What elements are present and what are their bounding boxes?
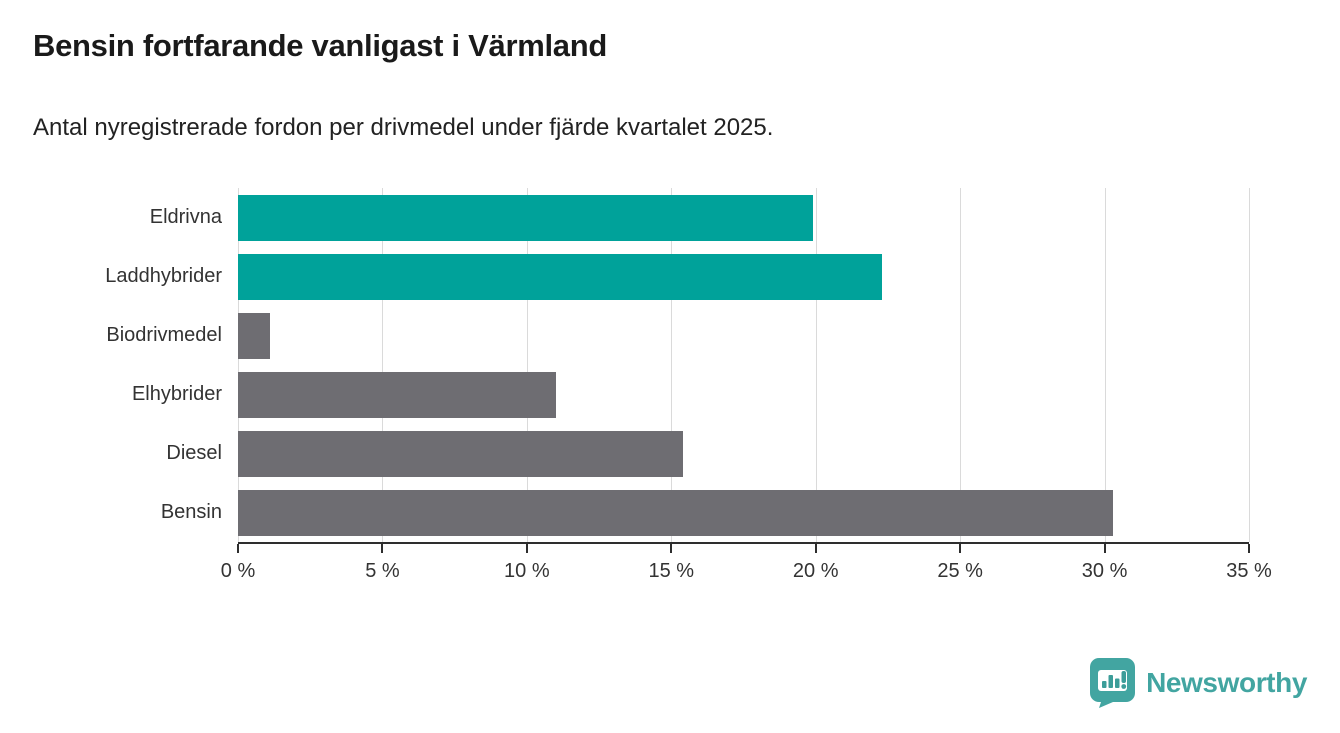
bar-elhybrider — [238, 371, 556, 418]
bar-laddhybrider — [238, 253, 883, 300]
category-label-elhybrider: Elhybrider — [131, 383, 222, 405]
plot-area — [238, 188, 1250, 542]
x-tick-label-5: 5 % — [365, 560, 400, 582]
gridline-15 — [671, 188, 673, 542]
bar-chart: Eldrivna Laddhybrider Biodrivmedel Elhybrid… — [0, 188, 1340, 542]
x-tick-5 — [381, 544, 384, 553]
gridline-20 — [815, 188, 817, 542]
x-tick-10 — [525, 544, 528, 553]
newsworthy-wordmark: Newsworthy — [1146, 667, 1307, 698]
x-tick-35 — [1248, 544, 1250, 553]
gridline-30 — [1104, 188, 1106, 542]
logo-bar-1 — [1102, 681, 1107, 688]
gridline-5 — [382, 188, 384, 542]
x-tick-label-30: 30 % — [1081, 560, 1128, 582]
x-axis: 0 % 5 % 10 % 15 % 20 % 25 % 30 % 35 % — [221, 542, 1272, 596]
bar-row-diesel — [238, 424, 1249, 483]
category-label-laddhybrider: Laddhybrider — [105, 265, 222, 287]
bar-row-biodrivmedel — [238, 306, 1249, 365]
logo-bar-3 — [1115, 678, 1120, 688]
x-tick-label-15: 15 % — [648, 560, 695, 582]
x-tick-label-10: 10 % — [504, 560, 550, 582]
logo-exclamation-stroke — [1121, 671, 1127, 683]
page-title: Bensin fortfarande vanligast i Värmland — [33, 28, 608, 63]
logo-bar-2 — [1108, 675, 1114, 688]
bar-row-eldrivna — [238, 188, 1249, 247]
gridline-10 — [526, 188, 528, 542]
x-tick-25 — [959, 544, 962, 553]
bar-row-elhybrider — [238, 365, 1249, 424]
x-tick-0 — [237, 544, 239, 553]
category-axis-labels: Eldrivna Laddhybrider Biodrivmedel Elhybrid… — [0, 188, 238, 542]
bar-eldrivna — [238, 194, 813, 241]
x-tick-label-35: 35 % — [1226, 560, 1272, 582]
x-tick-15 — [670, 544, 673, 553]
gridline-35 — [1249, 188, 1250, 542]
x-tick-label-0: 0 % — [220, 560, 256, 582]
x-tick-label-25: 25 % — [937, 560, 983, 582]
bar-row-bensin — [238, 483, 1249, 542]
x-tick-20 — [814, 544, 817, 553]
bar-bensin — [238, 489, 1114, 536]
category-label-bensin: Bensin — [160, 501, 222, 523]
x-tick-30 — [1103, 544, 1106, 553]
bar-row-laddhybrider — [238, 247, 1249, 306]
newsworthy-logo: Newsworthy — [1089, 657, 1307, 709]
gridline-0 — [238, 188, 239, 542]
page-subtitle: Antal nyregistrerade fordon per drivmede… — [33, 114, 774, 141]
category-label-eldrivna: Eldrivna — [149, 206, 222, 228]
bar-biodrivmedel — [238, 312, 270, 359]
category-label-biodrivmedel: Biodrivmedel — [106, 324, 222, 346]
logo-exclamation-dot — [1121, 684, 1127, 689]
x-tick-label-20: 20 % — [792, 560, 839, 582]
category-label-diesel: Diesel — [166, 442, 222, 464]
gridline-25 — [960, 188, 962, 542]
bar-diesel — [238, 430, 683, 477]
newsworthy-logo-icon — [1090, 658, 1136, 708]
